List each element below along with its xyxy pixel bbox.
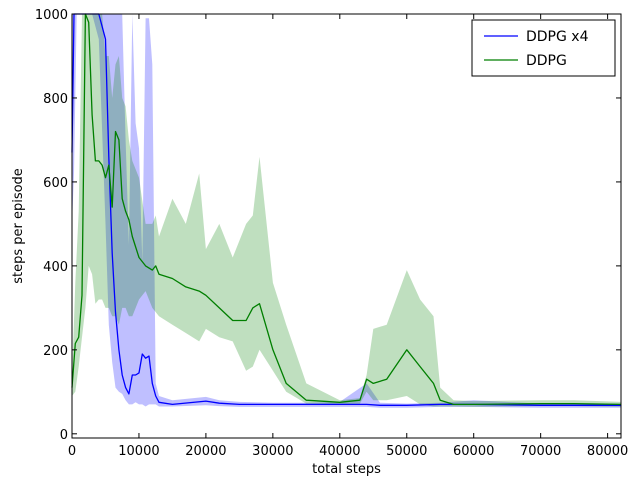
x-tick-label: 20000 <box>185 444 226 459</box>
confidence-bands <box>72 14 621 408</box>
y-axis-title: steps per episode <box>11 168 26 284</box>
x-tick-label: 50000 <box>386 444 427 459</box>
legend: DDPG x4 DDPG <box>471 19 616 77</box>
x-tick-label: 60000 <box>453 444 494 459</box>
x-tick-label: 30000 <box>252 444 293 459</box>
x-tick-label: 0 <box>68 444 76 459</box>
series-line-ddpg <box>71 13 622 406</box>
band-ddpg <box>72 14 621 407</box>
plot-frame <box>71 13 622 439</box>
y-tick-label: 600 <box>43 176 68 191</box>
band-ddpg-x4 <box>72 14 621 408</box>
y-tick-label: 1000 <box>35 8 68 23</box>
x-axis-title: total steps <box>312 462 381 477</box>
x-tick-label: 40000 <box>319 444 360 459</box>
x-tick-label: 10000 <box>118 444 159 459</box>
axis-ticks: 0 10000 20000 30000 40000 50000 60000 70000 8000… <box>35 8 628 459</box>
y-tick-label: 400 <box>43 260 68 275</box>
legend-label-ddpg: DDPG <box>526 53 567 69</box>
legend-box <box>471 19 616 77</box>
legend-label-ddpg-x4: DDPG x4 <box>526 29 589 45</box>
y-tick-label: 0 <box>60 428 68 443</box>
y-tick-label: 200 <box>43 344 68 359</box>
x-tick-label: 80000 <box>587 444 628 459</box>
y-tick-label: 800 <box>43 92 68 107</box>
x-tick-label: 70000 <box>520 444 561 459</box>
